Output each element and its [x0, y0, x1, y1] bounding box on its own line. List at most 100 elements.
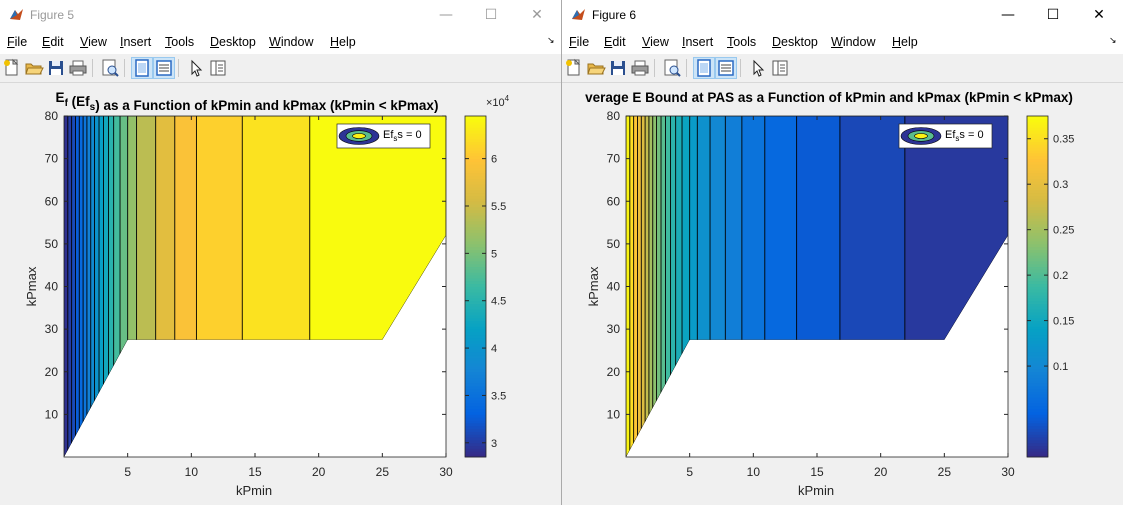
menu-dock-arrow-icon[interactable]: ↘ [1109, 35, 1117, 45]
contour-band [94, 116, 100, 457]
save-button[interactable] [608, 58, 628, 78]
y-tick-label: 40 [45, 280, 59, 294]
menu-file[interactable]: File [7, 35, 28, 49]
menu-window[interactable]: Window [831, 35, 876, 49]
menu-desktop[interactable]: Desktop [210, 35, 256, 49]
menu-dock-arrow-icon[interactable]: ↘ [547, 35, 555, 45]
menu-help[interactable]: Help [892, 35, 918, 49]
contour-band [71, 116, 76, 457]
x-tick-label: 25 [938, 465, 952, 479]
legend[interactable]: Efss = 0 [898, 123, 993, 149]
open-file-button[interactable] [586, 58, 606, 78]
maximize-button[interactable]: ☐ [484, 7, 498, 23]
region-edge [626, 116, 1008, 457]
x-tick-label: 5 [686, 465, 693, 479]
dock-figure-icon [697, 59, 711, 77]
toolbar-separator [654, 59, 655, 77]
contour-band [656, 116, 662, 457]
y-tick-label: 20 [45, 365, 59, 379]
menu-tools[interactable]: Tools [727, 35, 757, 49]
region-edge [64, 116, 446, 457]
edit-plot-pointer-icon [753, 59, 765, 77]
menu-help[interactable]: Help [330, 35, 356, 49]
menu-view[interactable]: View [80, 35, 107, 49]
x-tick-label: 20 [874, 465, 888, 479]
menu-view[interactable]: View [642, 35, 669, 49]
figure-5-window: Figure 5 — ☐ ✕ File Edit View Insert Tools De… [0, 0, 561, 505]
property-editor-icon [718, 60, 734, 76]
colorbar-tick-label: 5.5 [491, 201, 506, 213]
colorbar-tick-label: 4 [491, 343, 497, 355]
y-tick-label: 20 [607, 365, 621, 379]
x-tick-label: 5 [124, 465, 131, 479]
menu-insert[interactable]: Insert [682, 35, 714, 49]
minimize-button[interactable]: — [1001, 7, 1015, 23]
window-title: Figure 6 [592, 8, 637, 22]
close-button[interactable]: ✕ [1093, 7, 1105, 23]
title-bar[interactable]: Figure 6 — ☐ ✕ [562, 0, 1123, 30]
window-title: Figure 5 [30, 8, 75, 22]
plot-browser-button[interactable] [208, 58, 228, 78]
save-icon [49, 61, 63, 75]
property-editor-button[interactable] [153, 57, 175, 79]
close-button[interactable]: ✕ [531, 7, 543, 23]
dock-figure-button[interactable] [131, 57, 153, 79]
y-tick-label: 40 [607, 280, 621, 294]
contour-band [637, 116, 642, 457]
x-axis-label: kPmin [798, 483, 834, 498]
legend-label: Efss = 0 [945, 129, 984, 143]
new-figure-button[interactable] [564, 58, 584, 78]
print-preview-button[interactable] [100, 58, 120, 78]
y-tick-label: 50 [607, 237, 621, 251]
print-button[interactable] [68, 58, 88, 78]
y-axis-label: kPmax [24, 266, 39, 306]
contour-band [633, 116, 638, 457]
y-tick-label: 30 [607, 322, 621, 336]
plot-browser-icon [210, 60, 226, 76]
print-preview-button[interactable] [662, 58, 682, 78]
contour-band [83, 116, 88, 457]
menu-file[interactable]: File [569, 35, 590, 49]
contour-band [79, 116, 84, 457]
edit-plot-pointer-button[interactable] [186, 58, 206, 78]
contour-band [670, 116, 676, 457]
plot-browser-icon [772, 60, 788, 76]
plot-browser-button[interactable] [770, 58, 790, 78]
property-editor-button[interactable] [715, 57, 737, 79]
colorbar-tick-label: 0.25 [1053, 225, 1074, 237]
dock-figure-button[interactable] [693, 57, 715, 79]
open-file-button[interactable] [24, 58, 44, 78]
y-tick-label: 70 [607, 152, 621, 166]
contour-band [689, 116, 698, 457]
y-tick-label: 80 [607, 109, 621, 123]
colorbar-tick-label: 0.35 [1053, 134, 1074, 146]
new-figure-button[interactable] [2, 58, 22, 78]
print-preview-icon [664, 59, 681, 77]
y-tick-label: 80 [45, 109, 59, 123]
colorbar[interactable]: 0.1 0.15 0.2 0.25 0.3 0.35 [1026, 115, 1074, 458]
menu-desktop[interactable]: Desktop [772, 35, 818, 49]
save-button[interactable] [46, 58, 66, 78]
title-bar[interactable]: Figure 5 — ☐ ✕ [0, 0, 561, 30]
menu-tools[interactable]: Tools [165, 35, 195, 49]
print-icon [69, 60, 87, 76]
colorbar-tick-label: 3.5 [491, 390, 506, 402]
menu-edit[interactable]: Edit [42, 35, 64, 49]
menu-window[interactable]: Window [269, 35, 314, 49]
legend[interactable]: Efss = 0 [336, 123, 431, 149]
menu-insert[interactable]: Insert [120, 35, 152, 49]
contour-plot: verage E Bound at PAS as a Function of k… [585, 90, 1074, 498]
x-tick-label: 10 [185, 465, 199, 479]
edit-plot-pointer-button[interactable] [748, 58, 768, 78]
open-file-icon [25, 63, 44, 75]
print-button[interactable] [630, 58, 650, 78]
save-icon [611, 61, 625, 75]
menu-edit[interactable]: Edit [604, 35, 626, 49]
y-axis-label: kPmax [586, 266, 601, 306]
minimize-button[interactable]: — [439, 7, 453, 23]
colorbar[interactable]: 3 3.5 4 4.5 5 5.5 6 [464, 115, 506, 458]
maximize-button[interactable]: ☐ [1046, 7, 1060, 23]
y-tick-label: 70 [45, 152, 59, 166]
contour-band [661, 116, 666, 457]
x-tick-label: 15 [810, 465, 824, 479]
